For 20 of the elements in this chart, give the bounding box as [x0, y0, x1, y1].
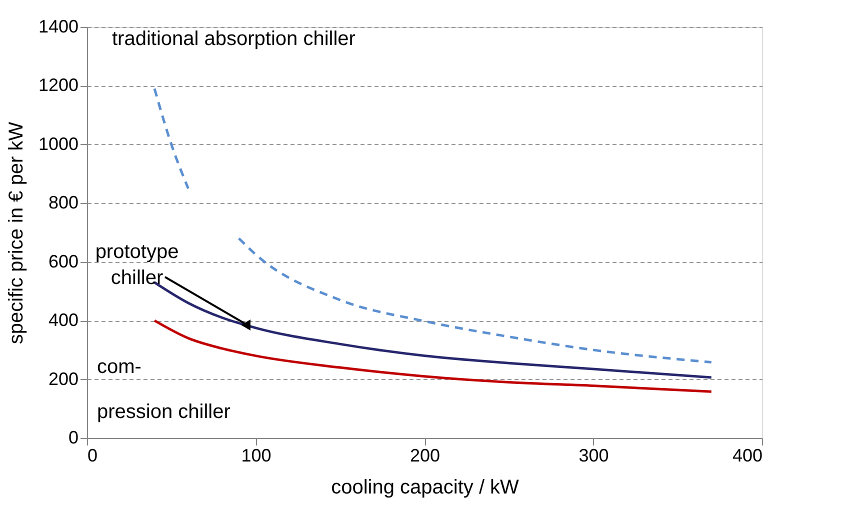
line-series — [153, 319, 713, 393]
annotation: traditional absorption chiller — [112, 28, 356, 50]
y-tick-label: 200 — [48, 368, 78, 389]
x-tick-label: 200 — [410, 446, 440, 466]
y-tick-label: 600 — [48, 251, 78, 272]
annotation: pression chiller — [97, 401, 231, 423]
y-tick-label: 0 — [68, 428, 78, 448]
x-tick-label: 0 — [88, 446, 98, 466]
y-tick-label: 400 — [48, 310, 78, 330]
y-tick-label: 1000 — [38, 134, 78, 154]
x-axis-title: cooling capacity / kW — [331, 476, 520, 498]
annotation: com- — [97, 356, 142, 378]
annotation: prototype chiller — [95, 241, 179, 289]
x-tick-label: 300 — [578, 446, 609, 466]
y-tick-label: 1400 — [38, 16, 78, 36]
x-tick-label: 100 — [241, 446, 272, 466]
x-tick-label: 400 — [732, 446, 762, 466]
y-tick-label: 1200 — [38, 75, 78, 96]
y-axis-title: specific price in € per kW — [5, 122, 28, 344]
y-tick-label: 800 — [48, 192, 78, 213]
